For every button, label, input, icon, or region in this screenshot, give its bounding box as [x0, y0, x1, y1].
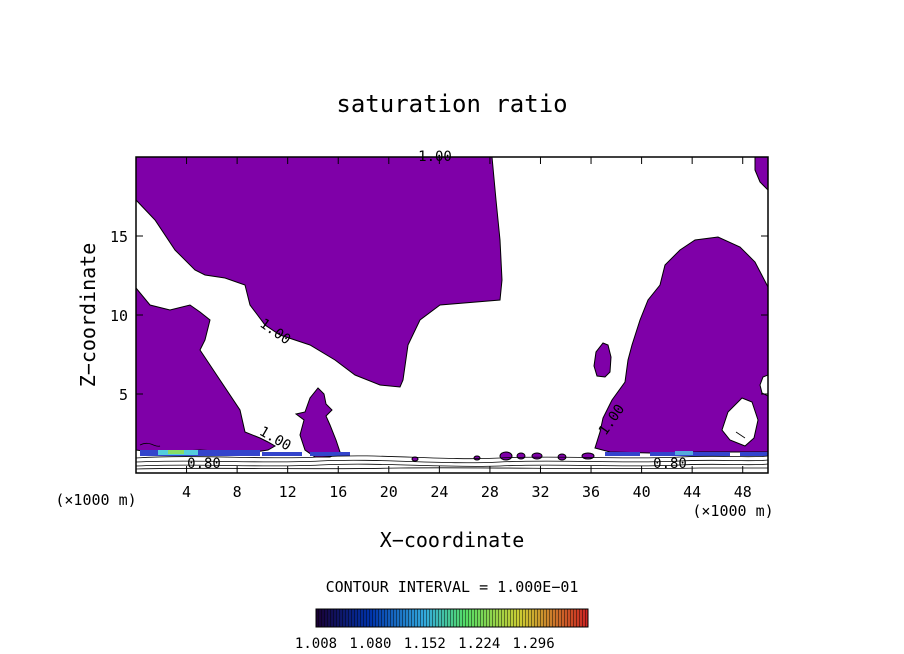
- colorbar-tick-labels: 1.008 1.080 1.152 1.224 1.296: [295, 636, 555, 652]
- region-fill-group: [136, 157, 768, 462]
- colorbar-tick-label: 1.008: [295, 636, 337, 652]
- colorbar-tick-label: 1.152: [404, 636, 446, 652]
- x-tick-label: 24: [430, 483, 448, 501]
- chart-title: saturation ratio: [336, 90, 567, 118]
- x-tick-label: 40: [633, 483, 651, 501]
- colorbar-tick-label: 1.080: [349, 636, 391, 652]
- contour-label: 0.80: [653, 456, 687, 472]
- x-tick-label: 12: [279, 483, 297, 501]
- region-fill-right-top: [754, 157, 768, 191]
- region-fill-upper-left: [136, 157, 503, 388]
- x-axis-ticks: 4 8 12 16 20 24 28 32 36 40 44 48: [182, 157, 752, 501]
- surface-blobs: [411, 451, 595, 462]
- x-axis-label: X−coordinate: [380, 528, 525, 552]
- y-axis-label: Z−coordinate: [76, 243, 100, 388]
- y-tick-label: 5: [119, 386, 128, 404]
- x-tick-label: 36: [582, 483, 600, 501]
- x-tick-label: 16: [329, 483, 347, 501]
- colorbar-tick-label: 1.296: [513, 636, 555, 652]
- x-unit-left: (×1000 m): [55, 491, 136, 509]
- colorbar-stripes: [316, 609, 588, 627]
- y-tick-label: 15: [110, 228, 128, 246]
- x-tick-label: 48: [734, 483, 752, 501]
- surface-colored-band: [140, 450, 768, 456]
- x-unit-right: (×1000 m): [692, 502, 773, 520]
- contour-interval: CONTOUR INTERVAL = 1.000E−01: [326, 578, 579, 596]
- contour-lines-bottom: [136, 431, 768, 470]
- x-tick-label: 32: [531, 483, 549, 501]
- x-tick-label: 8: [233, 483, 242, 501]
- colorbar: 1.008 1.080 1.152 1.224 1.296: [295, 608, 589, 652]
- x-tick-label: 4: [182, 483, 191, 501]
- white-holes: [721, 374, 768, 447]
- x-tick-label: 44: [683, 483, 701, 501]
- hole-right-1: [721, 397, 759, 447]
- x-tick-label: 28: [481, 483, 499, 501]
- contour-label: 0.80: [187, 456, 221, 472]
- region-fill-small-center: [294, 387, 341, 458]
- plot-area: [136, 157, 768, 470]
- y-tick-label: 10: [110, 307, 128, 325]
- y-axis-ticks: 5 10 15: [110, 228, 768, 404]
- x-tick-label: 20: [380, 483, 398, 501]
- colorbar-tick-label: 1.224: [458, 636, 500, 652]
- region-fill-small-oval: [593, 342, 612, 378]
- region-fill-left: [136, 287, 277, 453]
